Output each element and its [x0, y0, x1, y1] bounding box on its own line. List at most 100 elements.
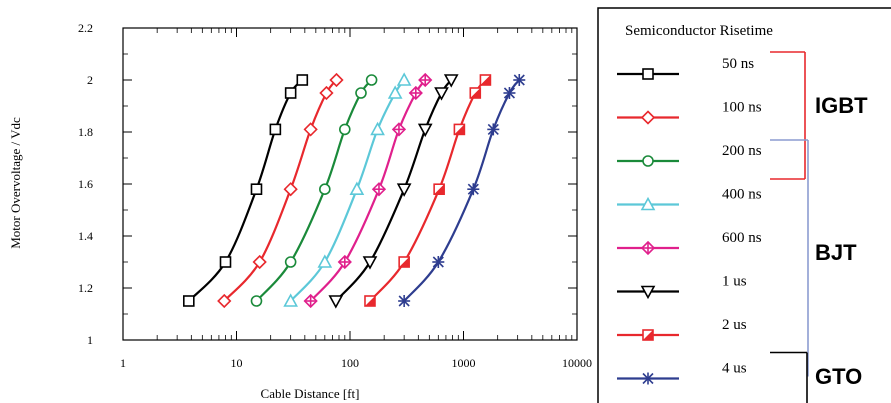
legend-marker [640, 196, 656, 211]
legend-entry-label: 50 ns [722, 56, 754, 72]
data-point-600-ns [337, 254, 352, 270]
data-point-200-ns-part [365, 74, 378, 86]
data-point-200-ns [365, 74, 378, 86]
data-point-100-ns-part [319, 85, 334, 101]
y-tick-label: 1.2 [78, 281, 93, 295]
data-point-50-ns-part [250, 183, 263, 195]
legend-entry-label: 400 ns [722, 187, 762, 203]
data-point-100-ns [319, 85, 334, 101]
data-point-50-ns-part [284, 87, 297, 99]
data-point-400-ns-part [283, 293, 299, 307]
data-point-400-ns [387, 85, 403, 99]
series-line-4-us [403, 79, 521, 302]
legend-entry-label: 200 ns [722, 143, 762, 159]
y-tick-label: 2.2 [78, 21, 93, 35]
x-axis-label: Cable Distance [ft] [261, 386, 360, 401]
legend-marker-part [640, 285, 656, 300]
data-point-400-ns [370, 121, 385, 136]
data-point-400-ns-part [349, 181, 365, 195]
y-axis-label: Motor Overvoltage / Vdc [8, 117, 23, 249]
data-point-4-us [467, 183, 480, 196]
data-point-1-us [362, 256, 378, 270]
data-point-400-ns-part [370, 121, 385, 136]
data-point-200-ns [339, 123, 351, 136]
data-point-1-us-part [362, 256, 378, 270]
group-bracket-bjt [770, 139, 809, 377]
legend-entry-label: 100 ns [722, 100, 762, 116]
legend-entry-label: 2 us [722, 317, 747, 333]
data-point-2-us-part [470, 88, 481, 98]
y-tick-label: 1 [87, 333, 93, 347]
series-400-ns [283, 72, 412, 307]
group-bracket-igbt [770, 51, 806, 180]
data-point-2-us [398, 256, 410, 268]
data-point-50-ns-part [296, 74, 309, 86]
data-point-100-ns [329, 72, 344, 88]
y-tick-label: 1.8 [78, 125, 93, 139]
data-point-50-ns [219, 256, 232, 268]
data-point-1-us [417, 123, 433, 138]
data-point-200-ns-part [339, 123, 351, 136]
data-point-400-ns [349, 181, 365, 195]
data-point-600-ns [303, 293, 318, 309]
legend-entry-label: 1 us [722, 274, 747, 290]
data-point-100-ns [303, 122, 318, 137]
data-point-50-ns-part [219, 256, 232, 268]
legend-marker [640, 110, 656, 125]
data-point-400-ns-part [317, 254, 333, 268]
x-tick-label: 10 [231, 356, 243, 370]
data-point-1-us-part [417, 123, 433, 138]
data-point-50-ns [269, 123, 282, 136]
data-point-2-us-part [454, 124, 465, 135]
legend-marker [642, 329, 654, 341]
data-point-50-ns [296, 74, 309, 86]
series-600-ns [303, 72, 433, 309]
data-point-100-ns-part [283, 182, 298, 197]
series-4-us [398, 74, 526, 307]
y-tick-label: 2 [87, 73, 93, 87]
legend-marker-part [640, 196, 656, 211]
legend-marker-part [640, 110, 656, 125]
data-point-1-us [443, 74, 459, 88]
data-point-600-ns [408, 85, 423, 101]
data-point-4-us [487, 123, 500, 136]
legend-marker [642, 372, 654, 385]
legend-marker-part [642, 68, 654, 80]
plot-area: 1 10 100 1000 10000 1 1.2 1.4 1.6 1.8 2 2.2 [78, 21, 592, 370]
legend-frame [597, 7, 891, 403]
x-tick-label: 100 [341, 356, 359, 370]
data-point-600-ns [418, 72, 433, 88]
data-point-1-us [434, 87, 449, 101]
data-point-50-ns-part [183, 295, 195, 307]
data-point-1-us-part [396, 183, 412, 197]
group-label-igbt: IGBT [815, 93, 868, 118]
data-point-100-ns [252, 254, 267, 270]
series-50-ns [183, 74, 309, 307]
data-point-2-us [479, 74, 492, 86]
data-point-200-ns [319, 183, 331, 195]
data-point-600-ns [391, 122, 407, 137]
group-bracket-gto [770, 351, 808, 403]
data-point-4-us [398, 295, 411, 307]
series-200-ns [250, 74, 378, 307]
data-point-600-ns [371, 182, 387, 197]
legend-entry-label: 4 us [722, 361, 747, 377]
x-tick-label: 10000 [562, 356, 592, 370]
data-point-100-ns-part [303, 122, 318, 137]
data-point-50-ns [250, 183, 263, 195]
legend-entry-label: 600 ns [722, 230, 762, 246]
data-point-2-us [453, 123, 466, 136]
data-point-100-ns-part [252, 254, 267, 270]
data-point-2-us [433, 183, 445, 195]
data-point-200-ns-part [250, 295, 263, 307]
data-point-2-us-part [399, 257, 410, 267]
y-tick-label: 1.4 [78, 229, 93, 243]
data-point-100-ns [283, 182, 298, 197]
legend-marker [640, 240, 656, 256]
data-point-100-ns-part [217, 293, 232, 309]
data-point-50-ns [183, 295, 195, 307]
legend-marker-part [643, 330, 653, 340]
data-point-100-ns-part [329, 72, 344, 88]
data-point-2-us-part [434, 184, 445, 195]
